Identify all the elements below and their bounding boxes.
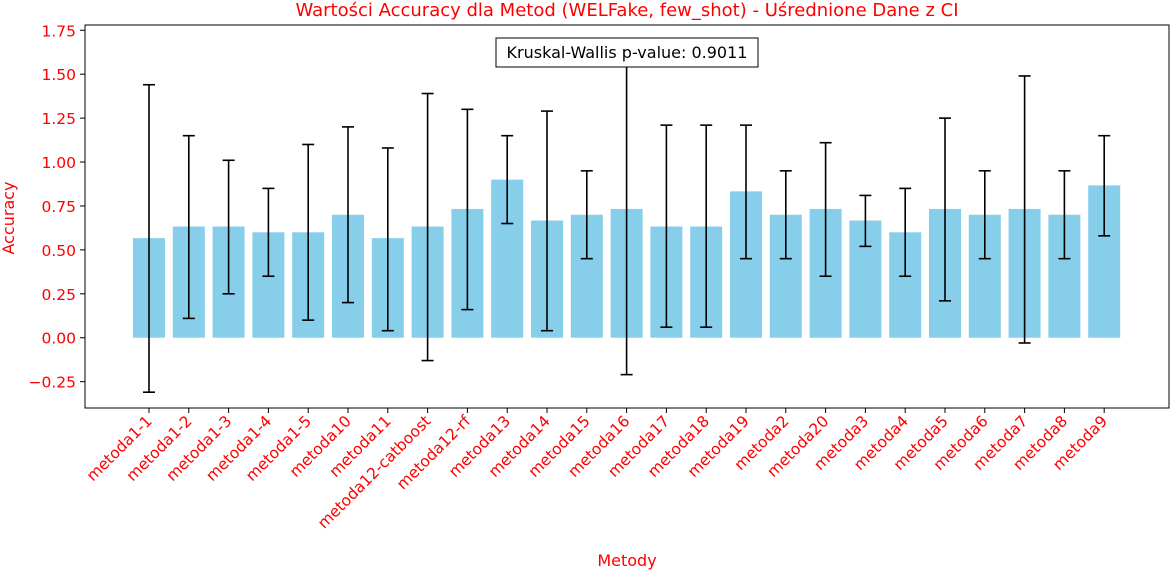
y-tick-label: 1.75 xyxy=(41,22,76,40)
annotation-text: Kruskal-Wallis p-value: 0.9011 xyxy=(507,43,748,62)
annotation-frame xyxy=(495,37,759,68)
x-axis-ticks: metoda1-1metoda1-2metoda1-3metoda1-4meto… xyxy=(83,408,1111,532)
y-tick-label: 1.25 xyxy=(41,110,76,128)
y-tick-label: 0.00 xyxy=(41,330,76,348)
errorbars-group xyxy=(143,41,1111,393)
y-axis-label: Accuracy xyxy=(0,181,18,254)
y-axis-ticks: −0.25 0.00 0.25 0.50 0.75 1.00 1.25 1.50 1.75 xyxy=(29,22,85,392)
x-axis-label: Metody xyxy=(597,551,656,570)
y-tick-label: 0.75 xyxy=(41,198,76,216)
annotation-box: Kruskal-Wallis p-value: 0.9011 xyxy=(495,37,759,68)
y-tick-label: 1.50 xyxy=(41,66,76,84)
y-tick-label: −0.25 xyxy=(29,374,77,392)
chart-title: Wartości Accuracy dla Metod (WELFake, fe… xyxy=(295,0,958,21)
y-tick-label: 0.50 xyxy=(41,242,76,260)
y-tick-label: 1.00 xyxy=(41,154,76,172)
y-tick-label: 0.25 xyxy=(41,286,76,304)
